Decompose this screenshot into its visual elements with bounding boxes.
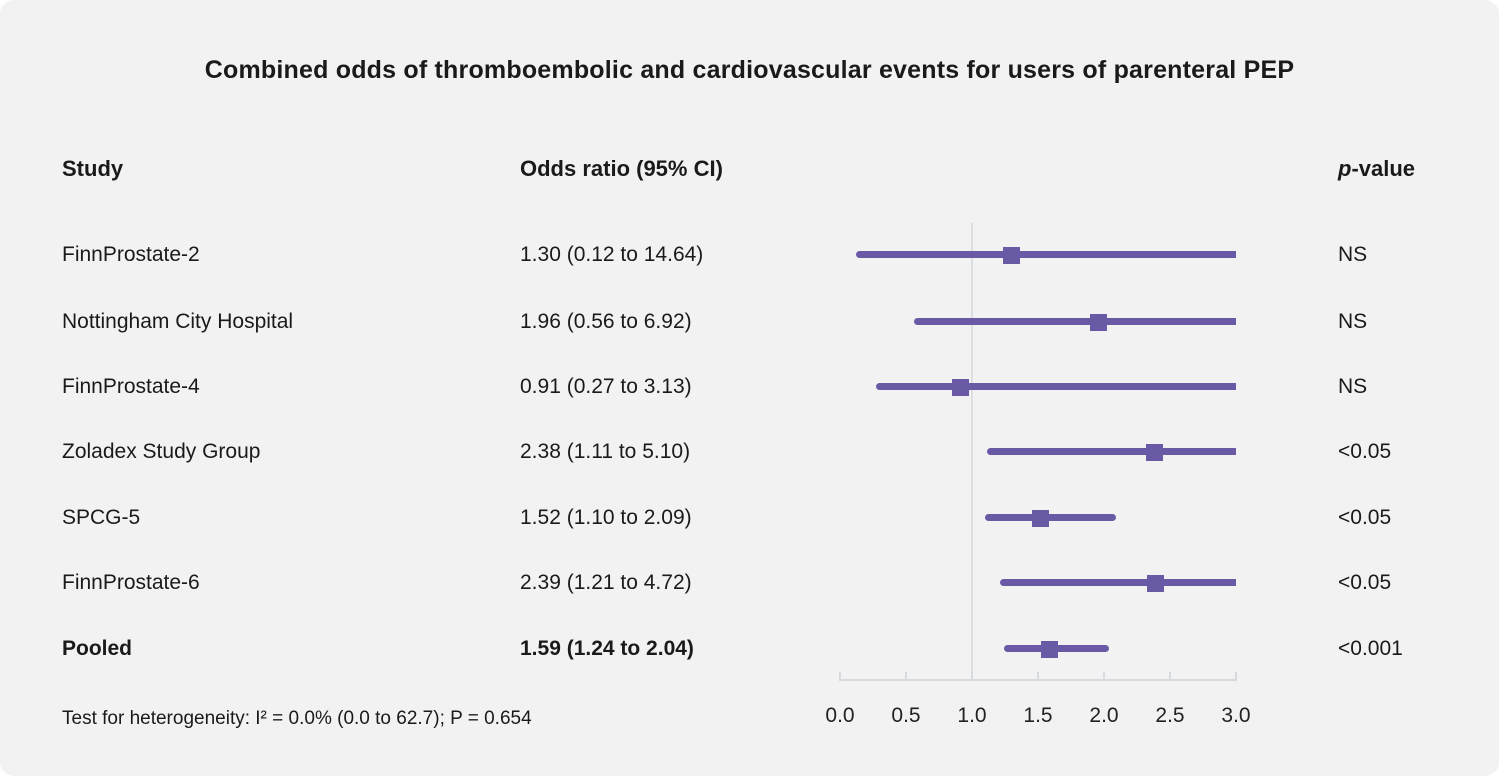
confidence-interval-line (913, 318, 1236, 325)
odds-ratio-marker (1032, 509, 1050, 527)
odds-ratio-value: 2.39 (1.21 to 4.72) (520, 571, 692, 594)
column-header-study: Study (62, 156, 124, 181)
odds-ratio-value: 2.38 (1.11 to 5.10) (520, 440, 691, 463)
p-value: NS (1338, 375, 1368, 398)
p-value: <0.001 (1338, 637, 1403, 660)
x-axis-tick (905, 672, 907, 680)
x-axis-tick-label: 1.0 (957, 704, 987, 727)
study-label: FinnProstate-4 (62, 375, 200, 398)
p-value: <0.05 (1338, 506, 1392, 529)
confidence-interval-line (875, 383, 1236, 390)
odds-ratio-marker (1146, 574, 1164, 592)
x-axis-tick-label: 2.5 (1155, 704, 1185, 727)
chart-title: Combined odds of thromboembolic and card… (204, 56, 1295, 84)
study-label: FinnProstate-2 (62, 243, 200, 266)
column-header-p-value: p-value (1338, 156, 1415, 182)
study-label: FinnProstate-6 (62, 571, 200, 594)
odds-ratio-marker (951, 378, 969, 396)
p-value-header-italic-p: p (1338, 156, 1352, 181)
study-label: Nottingham City Hospital (62, 310, 294, 333)
odds-ratio-marker (1003, 246, 1021, 264)
confidence-interval-line (855, 251, 1236, 258)
odds-ratio-marker (1041, 640, 1059, 658)
x-axis-line (839, 679, 1237, 681)
x-axis-tick (971, 672, 973, 680)
x-axis-tick-label: 0.5 (891, 704, 921, 727)
reference-line (971, 223, 973, 680)
odds-ratio-value: 0.91 (0.27 to 3.13) (520, 375, 692, 398)
x-axis-tick (1103, 672, 1105, 680)
odds-ratio-marker (1090, 313, 1108, 331)
x-axis-tick-label: 3.0 (1221, 704, 1251, 727)
column-header-odds-ratio: Odds ratio (95% CI) (520, 156, 723, 181)
confidence-interval-line (999, 579, 1236, 586)
odds-ratio-marker (1145, 443, 1163, 461)
x-axis-tick-label: 1.5 (1023, 704, 1053, 727)
study-label: Zoladex Study Group (62, 440, 261, 463)
study-label: Pooled (62, 637, 133, 660)
odds-ratio-value: 1.52 (1.10 to 2.09) (520, 506, 692, 529)
x-axis-tick (1169, 672, 1171, 680)
x-axis-tick-label: 2.0 (1089, 704, 1119, 727)
p-value-header-suffix: -value (1351, 156, 1416, 181)
confidence-interval-line (985, 514, 1116, 521)
heterogeneity-footnote: Test for heterogeneity: I² = 0.0% (0.0 t… (62, 708, 532, 729)
study-label: SPCG-5 (62, 506, 141, 529)
x-axis-tick (1235, 672, 1237, 680)
x-axis-tick (839, 672, 841, 680)
confidence-interval-line (986, 448, 1236, 455)
odds-ratio-value: 1.96 (0.56 to 6.92) (520, 310, 692, 333)
p-value: <0.05 (1338, 571, 1392, 594)
p-value: NS (1338, 243, 1368, 266)
x-axis-tick (1037, 672, 1039, 680)
x-axis-tick-label: 0.0 (825, 704, 855, 727)
p-value: NS (1338, 310, 1368, 333)
odds-ratio-value: 1.30 (0.12 to 14.64) (520, 243, 704, 266)
odds-ratio-value: 1.59 (1.24 to 2.04) (520, 637, 694, 660)
p-value: <0.05 (1338, 440, 1392, 463)
